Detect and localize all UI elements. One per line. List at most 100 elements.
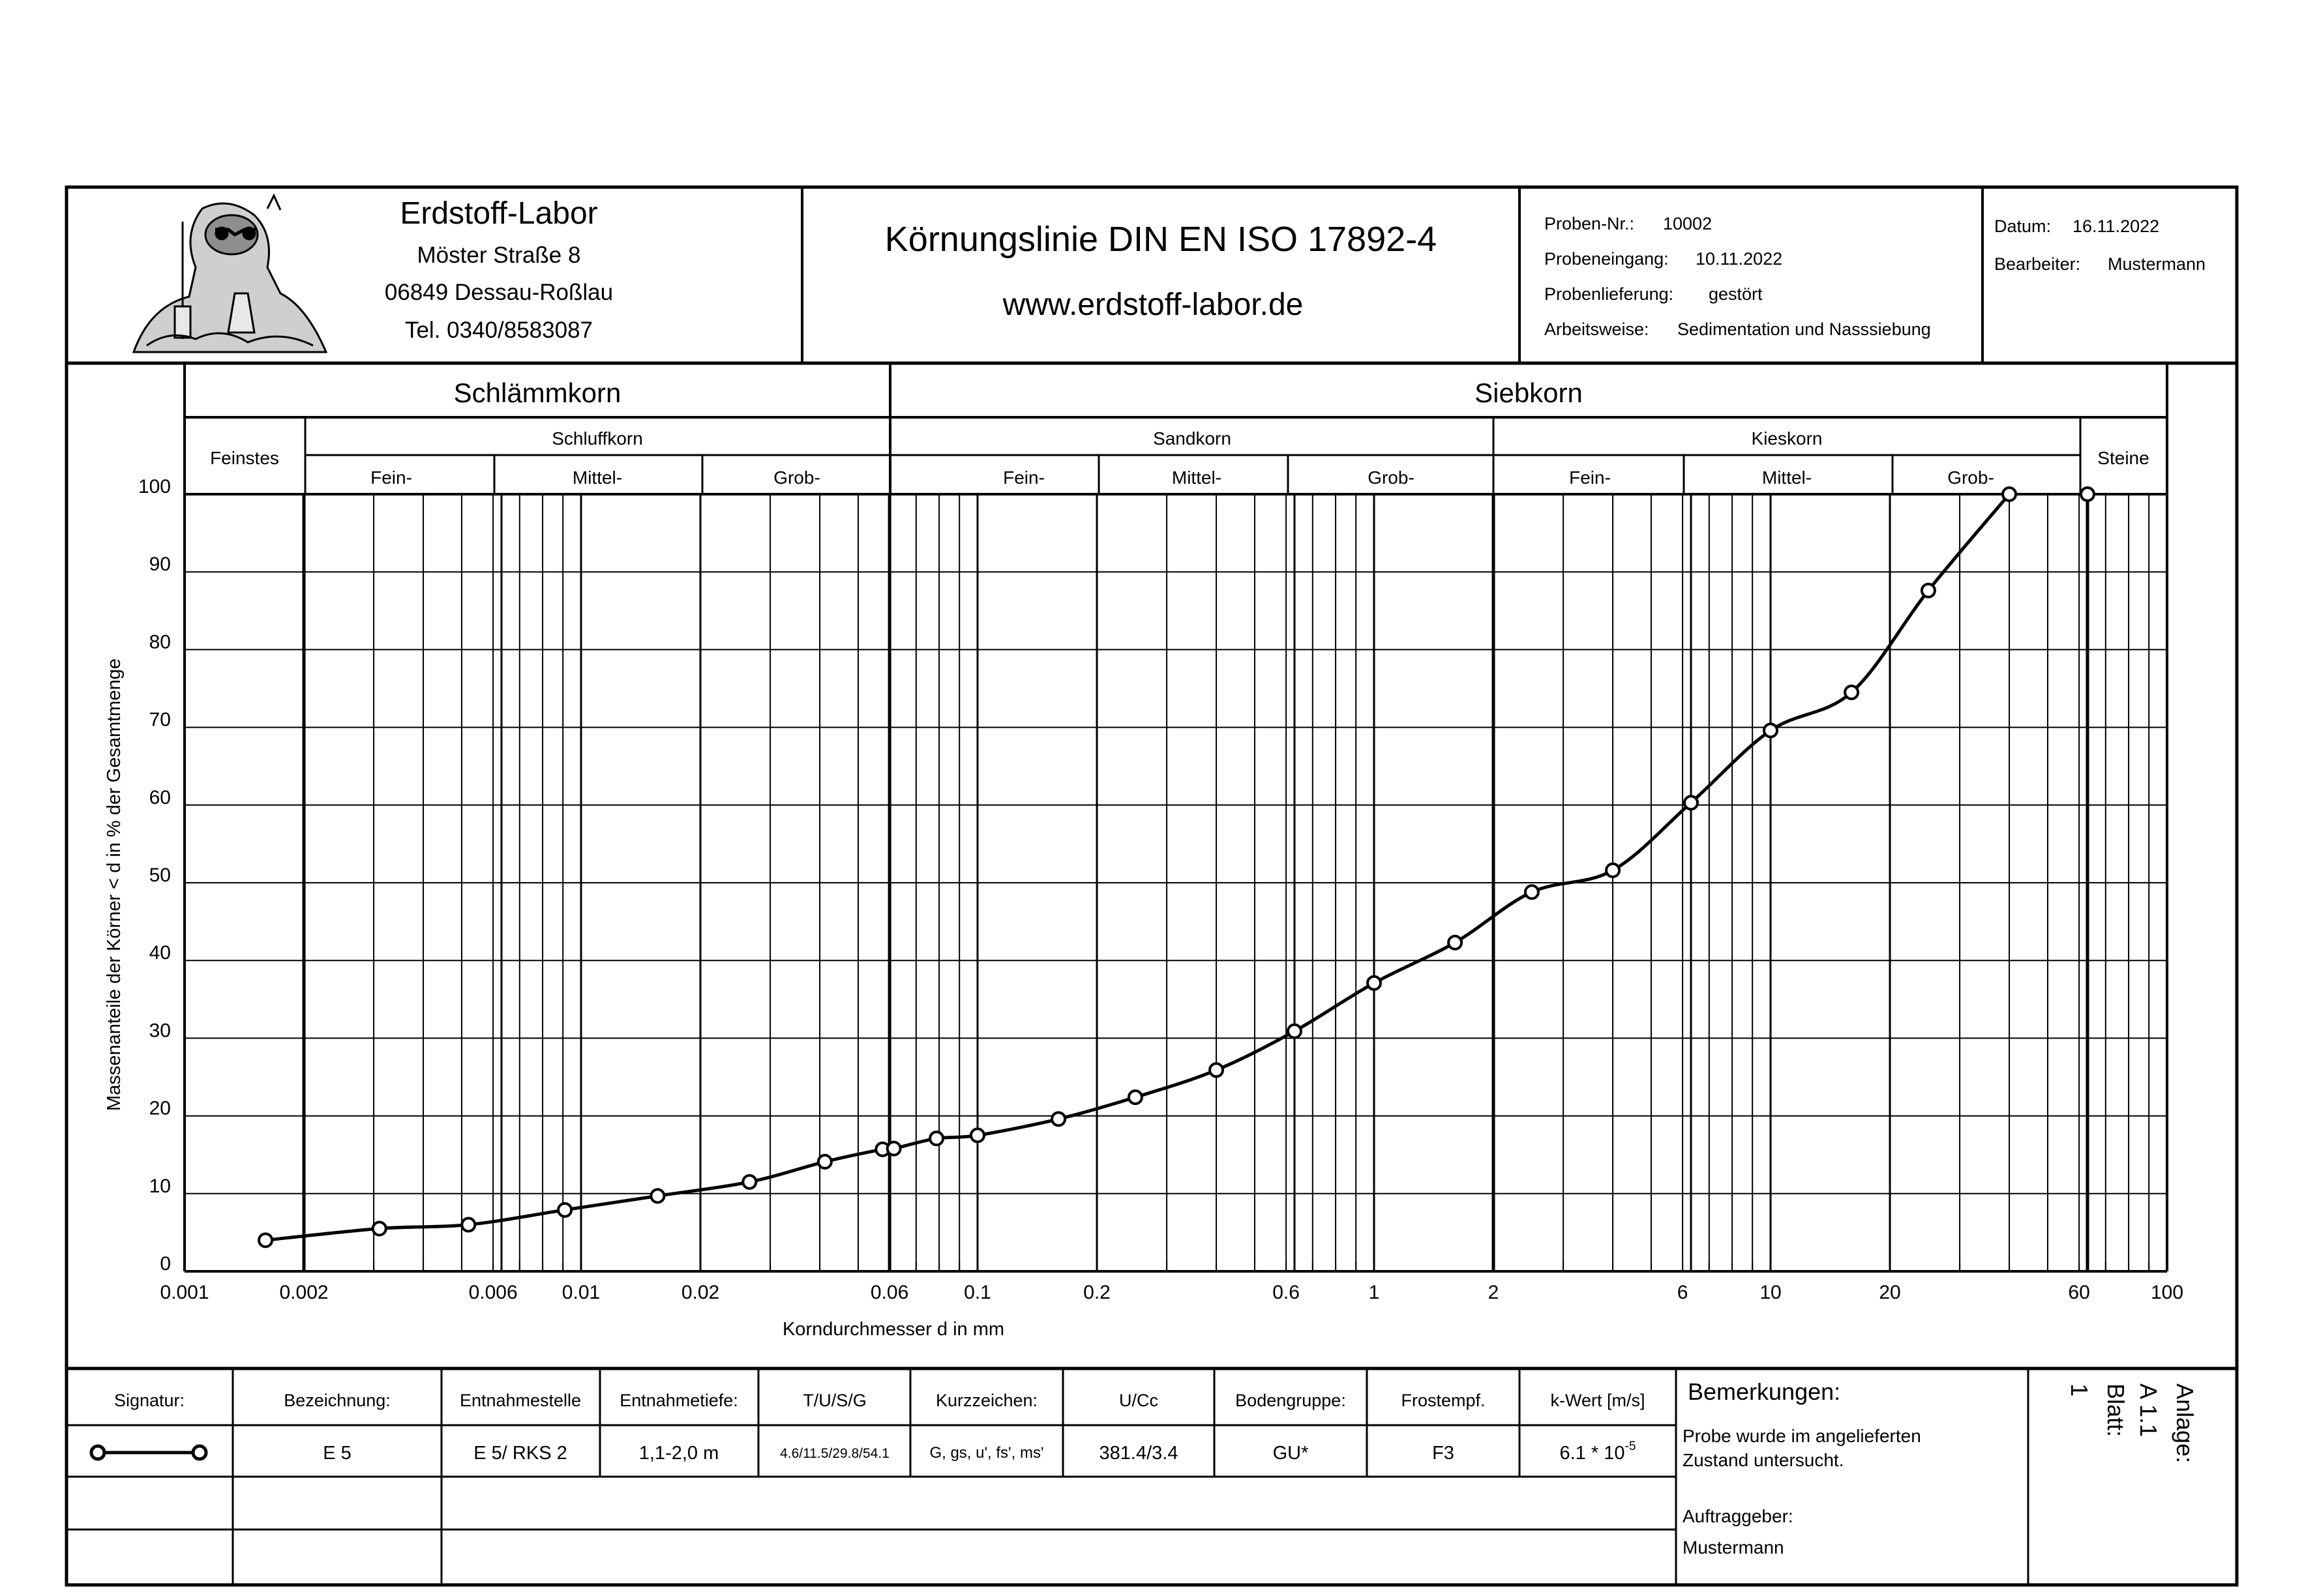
label-schluff-grob: Grob- (773, 467, 820, 488)
proben-nr-value: 10002 (1663, 214, 1712, 233)
th-ucc: U/Cc (1119, 1391, 1158, 1410)
th-signatur: Signatur: (114, 1391, 185, 1410)
data-point (2001, 486, 2018, 502)
label-sandkorn: Sandkorn (1153, 428, 1231, 449)
sheet-frame (65, 185, 2239, 1587)
td-entnahmestelle: E 5/ RKS 2 (473, 1443, 567, 1464)
probeneingang-label: Probeneingang: (1544, 249, 1669, 269)
data-point (1683, 795, 1699, 811)
data-point (1366, 975, 1382, 991)
y-axis-label: Massenanteile der Körner < d in % der Ge… (104, 658, 125, 1111)
data-point (741, 1174, 758, 1190)
label-siebkorn: Siebkorn (1474, 377, 1583, 408)
sheet-title: Körnungslinie DIN EN ISO 17892-4 (885, 220, 1437, 259)
mole-logo (132, 193, 328, 353)
x-tick-label: 100 (2151, 1282, 2183, 1303)
y-tick-label: 50 (149, 864, 171, 886)
td-entnahmetiefe: 1,1-2,0 m (639, 1443, 719, 1464)
th-kwert: k-Wert [m/s] (1551, 1391, 1645, 1410)
data-point (1127, 1089, 1143, 1105)
lab-phone: Tel. 0340/8583087 (405, 318, 593, 343)
bearbeiter-value: Mustermann (2108, 254, 2206, 274)
y-tick-label: 30 (149, 1020, 171, 1041)
th-bodengruppe: Bodengruppe: (1235, 1391, 1346, 1410)
label-sand-mittel: Mittel- (1172, 467, 1221, 488)
label-schlaemmkorn: Schlämmkorn (454, 377, 621, 408)
th-bezeichnung: Bezeichnung: (284, 1391, 391, 1410)
bearbeiter-label: Bearbeiter: (1994, 254, 2080, 274)
auftraggeber-label: Auftraggeber: (1683, 1506, 1793, 1526)
y-tick-label: 10 (149, 1175, 171, 1197)
td-kwert: 6.1 * 10-5 (1560, 1440, 1636, 1464)
label-sand-grob: Grob- (1368, 467, 1414, 488)
footer-table-grid (67, 1368, 2029, 1585)
label-sand-fein: Fein- (1003, 467, 1045, 488)
bemerkung-line-2: Zustand untersucht. (1683, 1450, 1844, 1470)
auftraggeber-value: Mustermann (1683, 1537, 1784, 1558)
x-tick-label: 0.2 (1083, 1282, 1111, 1303)
label-kies-fein: Fein- (1569, 467, 1611, 488)
data-point (1208, 1062, 1225, 1078)
th-frostempf: Frostempf. (1401, 1391, 1485, 1410)
data-point (1447, 934, 1463, 951)
x-tick-labels: 0.001 0.002 0.006 0.01 0.02 0.06 0.1 0.2 0.6 1 2 6 1… (160, 1282, 2183, 1303)
data-point (557, 1202, 573, 1218)
x-tick-label: 0.1 (964, 1282, 991, 1303)
td-tusg: 4.6/11.5/29.8/54.1 (780, 1446, 890, 1461)
label-schluffkorn: Schluffkorn (552, 428, 643, 449)
lab-website: www.erdstoff-labor.de (1002, 288, 1304, 322)
label-kies-mittel: Mittel- (1762, 467, 1812, 488)
data-point (2079, 486, 2095, 502)
x-tick-label: 0.006 (469, 1282, 518, 1303)
data-point (886, 1140, 902, 1157)
x-tick-label: 0.06 (871, 1282, 908, 1303)
label-steine: Steine (2097, 448, 2149, 468)
grain-size-plot: 0.001 0.002 0.006 0.01 0.02 0.06 0.1 0.2 0.6 1 2 6 1… (138, 476, 2183, 1303)
y-tick-label: 60 (149, 787, 171, 808)
y-tick-labels: 0 10 20 30 40 50 60 70 80 90 100 (138, 476, 171, 1275)
probenlieferung-label: Probenlieferung: (1544, 284, 1673, 304)
proben-nr-label: Proben-Nr.: (1544, 214, 1634, 233)
arbeitsweise-label: Arbeitsweise: (1544, 319, 1649, 339)
bemerkung-line-1: Probe wurde im angelieferten (1683, 1426, 1921, 1446)
label-schluff-mittel: Mittel- (573, 467, 622, 488)
probeneingang-value: 10.11.2022 (1696, 249, 1782, 269)
datum-label: Datum: (1994, 216, 2051, 236)
kwert-exponent: -5 (1625, 1440, 1636, 1453)
data-point (1920, 582, 1936, 598)
y-tick-label: 100 (138, 476, 171, 497)
x-tick-label: 0.002 (279, 1282, 328, 1303)
y-tick-label: 0 (160, 1253, 171, 1275)
x-tick-label: 1 (1369, 1282, 1380, 1303)
blatt-value: 1 (2066, 1383, 2093, 1396)
blatt-label: Blatt: (2102, 1383, 2129, 1437)
x-tick-label: 20 (1879, 1282, 1900, 1303)
x-tick-label: 10 (1759, 1282, 1781, 1303)
y-tick-label: 70 (149, 709, 171, 731)
grain-size-curve (265, 493, 2011, 1242)
y-tick-label: 40 (149, 942, 171, 964)
data-point (650, 1188, 666, 1204)
probenlieferung-value: gestört (1709, 284, 1763, 304)
anlage-value: A 1.1 (2135, 1383, 2162, 1437)
x-tick-label: 2 (1488, 1282, 1499, 1303)
td-bodengruppe: GU* (1273, 1443, 1309, 1464)
data-point (371, 1220, 387, 1237)
kwert-base: 6.1 * 10 (1560, 1443, 1625, 1464)
data-points (258, 486, 2095, 1249)
th-entnahmetiefe: Entnahmetiefe: (620, 1391, 738, 1410)
data-point (929, 1130, 945, 1147)
y-tick-label: 20 (149, 1098, 171, 1119)
datum-value: 16.11.2022 (2072, 216, 2159, 236)
lab-street: Möster Straße 8 (417, 243, 581, 268)
classification-header (183, 363, 2168, 494)
data-point (1051, 1111, 1067, 1127)
signature-line-sample (89, 1444, 208, 1461)
th-entnahmestelle: Entnahmestelle (460, 1391, 581, 1410)
y-tick-label: 90 (149, 554, 171, 575)
data-point (970, 1127, 985, 1144)
x-tick-label: 0.02 (681, 1282, 719, 1303)
anlage-label: Anlage: (2172, 1383, 2198, 1463)
x-axis-label: Korndurchmesser d in mm (783, 1319, 1004, 1340)
